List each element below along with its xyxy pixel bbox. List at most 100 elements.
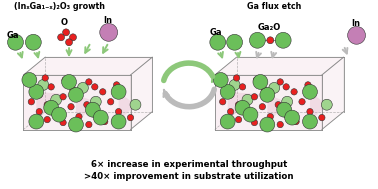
Polygon shape [23,57,152,75]
Circle shape [115,108,122,115]
Circle shape [62,77,68,83]
Circle shape [29,84,44,99]
Circle shape [302,114,318,129]
Circle shape [90,96,101,107]
Circle shape [91,84,98,90]
Circle shape [210,34,226,50]
Circle shape [283,84,289,90]
Text: O: O [61,18,68,27]
Text: 6× increase in experimental throughput: 6× increase in experimental throughput [91,160,287,169]
Circle shape [91,112,98,118]
Circle shape [227,34,243,50]
Circle shape [253,74,268,89]
Polygon shape [267,95,287,125]
Text: Ga₂O: Ga₂O [257,23,280,32]
Circle shape [283,112,289,118]
Circle shape [302,84,318,99]
Circle shape [42,75,48,81]
Polygon shape [215,75,322,129]
Circle shape [267,37,274,44]
Circle shape [282,96,293,107]
Circle shape [277,79,284,85]
Circle shape [52,112,58,118]
Circle shape [76,92,82,98]
Circle shape [62,74,76,89]
Circle shape [235,100,250,115]
Text: Ga: Ga [210,28,222,37]
Polygon shape [130,57,152,129]
Circle shape [261,87,268,93]
Circle shape [100,23,118,41]
Polygon shape [228,92,267,100]
Circle shape [275,101,281,108]
Circle shape [68,117,84,132]
Circle shape [102,118,108,125]
Circle shape [38,79,49,90]
Circle shape [127,115,134,121]
Circle shape [321,99,332,110]
Circle shape [253,77,260,83]
Circle shape [277,102,291,117]
Circle shape [269,82,280,93]
Circle shape [48,84,54,90]
Polygon shape [23,75,130,129]
Circle shape [70,87,76,93]
Polygon shape [310,92,327,122]
Circle shape [243,112,250,118]
Circle shape [107,99,114,105]
Circle shape [235,101,242,108]
Circle shape [251,94,258,100]
Circle shape [305,82,311,88]
Circle shape [285,110,299,125]
Circle shape [52,107,67,122]
Circle shape [68,87,84,102]
Circle shape [220,84,235,99]
Circle shape [220,99,226,105]
Circle shape [68,104,74,110]
Polygon shape [119,92,135,122]
Circle shape [228,92,234,98]
Circle shape [36,92,42,98]
Circle shape [220,114,235,129]
Circle shape [111,84,126,99]
Circle shape [130,99,141,110]
Polygon shape [36,92,56,122]
Circle shape [267,92,273,98]
Circle shape [85,102,100,117]
Circle shape [65,39,73,46]
Circle shape [234,75,240,81]
Circle shape [60,94,66,100]
Circle shape [260,117,275,132]
Text: In: In [104,16,113,25]
Circle shape [84,101,90,108]
Circle shape [86,79,92,85]
Circle shape [70,34,76,41]
Polygon shape [228,92,248,122]
Circle shape [348,26,366,44]
Circle shape [277,121,284,128]
Circle shape [57,34,65,41]
Circle shape [36,108,42,115]
Circle shape [60,119,66,126]
Circle shape [28,99,34,105]
Polygon shape [215,57,344,75]
Text: Ga flux etch: Ga flux etch [248,2,302,11]
Circle shape [44,100,59,115]
Circle shape [29,114,44,129]
Circle shape [22,73,37,87]
Circle shape [299,99,305,105]
Circle shape [249,32,265,48]
Text: In: In [352,19,361,28]
Circle shape [8,34,23,50]
Circle shape [319,115,325,121]
Circle shape [243,107,258,122]
Circle shape [307,108,313,115]
Circle shape [293,118,299,125]
Circle shape [275,32,291,48]
Text: Ga: Ga [6,31,19,40]
Circle shape [99,89,106,95]
Circle shape [291,89,297,95]
Circle shape [213,73,228,87]
Circle shape [25,34,41,50]
Circle shape [259,104,265,110]
